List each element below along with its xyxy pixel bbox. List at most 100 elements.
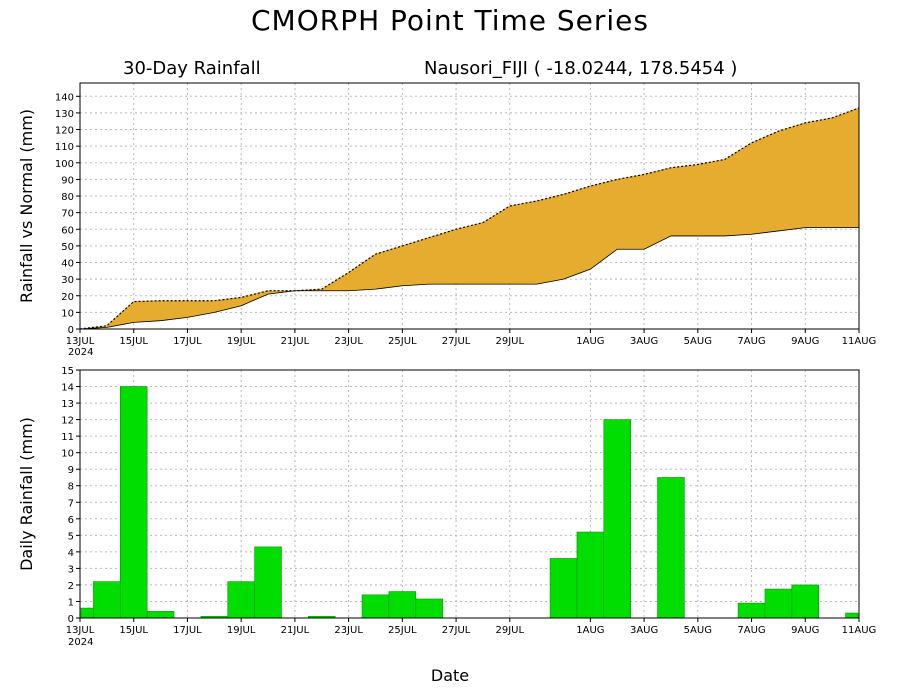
top-x-tick-label: 3AUG <box>630 336 658 347</box>
bottom-x-tick-label: 23JUL <box>334 625 363 636</box>
bottom-x-tick-label: 17JUL <box>173 625 202 636</box>
bottom-x-tick-label: 21JUL <box>281 625 310 636</box>
top-areas <box>79 107 860 330</box>
chart-subtitle-right: Nausori_FIJI ( -18.0244, 178.5454 ) <box>424 58 737 79</box>
bottom-x-tick-label: 15JUL <box>119 625 148 636</box>
bottom-y-tick-label: 6 <box>68 515 74 526</box>
bottom-y-tick-label: 8 <box>68 482 74 493</box>
top-x-tick-label: 1AUG <box>576 336 604 347</box>
daily-rainfall-bar <box>388 591 417 619</box>
above-normal-area <box>643 167 672 250</box>
normal-cumulative-line <box>79 227 859 330</box>
bottom-x-tick-label: 11AUG <box>842 625 877 636</box>
bottom-x-tick-label: 9AUG <box>791 625 819 636</box>
above-normal-area <box>428 228 457 285</box>
above-normal-area <box>831 107 860 228</box>
bottom-bars <box>80 386 859 619</box>
top-x-tick-label: 21JUL <box>281 336 310 347</box>
top-x-tick-label: 25JUL <box>388 336 417 347</box>
bottom-y-tick-label: 15 <box>61 366 74 377</box>
actual-cumulative-line <box>79 107 860 330</box>
daily-rainfall-bar <box>657 477 685 619</box>
bottom-y-tick-label: 1 <box>68 597 74 608</box>
above-normal-area <box>778 122 806 232</box>
above-normal-area <box>697 159 725 237</box>
x-axis-label: Date <box>431 666 469 685</box>
bottom-y-tick-label: 11 <box>61 432 74 443</box>
top-y-tick-label: 120 <box>55 126 74 137</box>
top-lines <box>79 107 860 330</box>
chart-title: CMORPH Point Time Series <box>251 4 649 37</box>
top-y-tick-label: 130 <box>55 109 74 120</box>
daily-rainfall-bar <box>254 546 282 619</box>
bottom-y-tick-label: 3 <box>68 564 74 575</box>
top-y-tick-label: 70 <box>61 209 74 220</box>
above-normal-area <box>455 222 484 285</box>
above-normal-area <box>670 164 699 237</box>
bottom-y-tick-label: 13 <box>61 399 74 410</box>
top-x-tick-label: 13JUL <box>66 336 95 347</box>
daily-rainfall-bar <box>576 531 605 619</box>
bottom-x-tick-label: 29JUL <box>496 625 525 636</box>
top-x-tick-label: 29JUL <box>496 336 525 347</box>
top-x-tick-label: 27JUL <box>442 336 471 347</box>
bottom-x-tick-labels: 13JUL 15JUL 17JUL 19JUL 21JUL 23JUL 25JUL 27JUL… <box>66 618 877 636</box>
above-normal-area <box>133 300 161 323</box>
top-x-tick-label: 19JUL <box>227 336 256 347</box>
bottom-x-tick-label: 7AUG <box>737 625 765 636</box>
top-y-tick-label: 90 <box>61 175 74 186</box>
daily-rainfall-bar <box>227 581 255 619</box>
bottom-x-tick-label: 1AUG <box>576 625 604 636</box>
daily-rainfall-bar <box>361 594 390 619</box>
top-x-tick-label: 17JUL <box>173 336 202 347</box>
bottom-x-tick-label: 13JUL <box>66 625 95 636</box>
top-y-tick-label: 0 <box>68 325 74 336</box>
bottom-y-tick-label: 5 <box>68 531 74 542</box>
top-x-tick-label: 5AUG <box>684 336 712 347</box>
daily-rainfall-bar <box>791 584 820 619</box>
daily-rainfall-bar <box>764 588 793 619</box>
cumulative-rainfall-panel: 0 10 20 30 40 50 60 70 80 90 100 110 120 130 140 13JUL… <box>17 82 877 358</box>
top-y-tick-label: 100 <box>55 159 74 170</box>
top-x-tick-labels: 13JUL 15JUL 17JUL 19JUL 21JUL 23JUL 25JUL 27JUL… <box>66 329 877 347</box>
daily-rainfall-bar <box>80 607 94 619</box>
top-x-tick-label: 9AUG <box>791 336 819 347</box>
daily-rainfall-bar <box>549 558 578 619</box>
top-y-tick-label: 40 <box>61 259 74 270</box>
top-y-axis-label: Rainfall vs Normal (mm) <box>17 109 36 303</box>
daily-rainfall-bar <box>119 386 148 619</box>
top-x-tick-label: 15JUL <box>119 336 148 347</box>
bottom-x-tick-label: 19JUL <box>227 625 256 636</box>
bottom-y-tick-label: 7 <box>68 498 74 509</box>
above-normal-area <box>751 130 779 235</box>
above-normal-area <box>616 174 645 250</box>
bottom-x-tick-label: 5AUG <box>684 625 712 636</box>
bottom-y-tick-label: 12 <box>61 416 74 427</box>
top-x-tick-label: 23JUL <box>334 336 363 347</box>
top-y-tick-label: 60 <box>61 225 74 236</box>
bottom-x-tick-label: 3AUG <box>630 625 658 636</box>
bottom-y-axis-label: Daily Rainfall (mm) <box>17 417 36 571</box>
above-normal-area <box>509 200 537 285</box>
top-x-year-label: 2024 <box>68 347 93 358</box>
top-y-tick-label: 110 <box>55 142 74 153</box>
bottom-y-tick-label: 10 <box>61 449 74 460</box>
bottom-x-tick-label: 27JUL <box>442 625 471 636</box>
top-y-tick-label: 50 <box>61 242 74 253</box>
top-y-tick-labels: 0 10 20 30 40 50 60 70 80 90 100 110 120 130 140 <box>55 92 80 336</box>
bottom-x-tick-label: 25JUL <box>388 625 417 636</box>
top-x-tick-label: 11AUG <box>842 336 877 347</box>
daily-rainfall-bar <box>146 611 175 619</box>
bottom-y-tick-label: 4 <box>68 548 74 559</box>
daily-rainfall-bar <box>93 581 121 619</box>
above-normal-area <box>563 185 591 280</box>
bottom-y-tick-label: 9 <box>68 465 74 476</box>
bottom-plot-frame <box>79 369 860 619</box>
above-normal-area <box>804 117 833 228</box>
top-y-tick-label: 80 <box>61 192 74 203</box>
daily-rainfall-bar <box>415 598 443 619</box>
bottom-x-year-label: 2024 <box>68 637 93 648</box>
